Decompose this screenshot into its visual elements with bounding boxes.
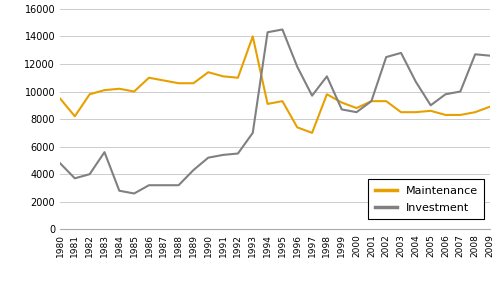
Investment <box>398 51 404 55</box>
Maintenance <box>264 102 270 106</box>
Investment <box>161 183 167 187</box>
Maintenance <box>161 79 167 82</box>
Maintenance <box>280 99 285 103</box>
Investment <box>176 183 182 187</box>
Investment <box>354 111 360 114</box>
Investment <box>413 80 419 83</box>
Maintenance <box>309 131 315 135</box>
Maintenance <box>354 106 360 110</box>
Maintenance <box>190 81 196 85</box>
Maintenance <box>220 75 226 78</box>
Maintenance <box>72 115 78 118</box>
Maintenance <box>472 111 478 114</box>
Line: Investment: Investment <box>60 29 490 193</box>
Investment <box>294 65 300 69</box>
Maintenance <box>324 93 330 96</box>
Investment <box>235 152 241 155</box>
Maintenance <box>294 126 300 129</box>
Maintenance <box>428 109 434 113</box>
Investment <box>146 183 152 187</box>
Maintenance <box>383 99 389 103</box>
Investment <box>368 99 374 103</box>
Maintenance <box>176 81 182 85</box>
Maintenance <box>338 101 344 104</box>
Investment <box>102 151 107 154</box>
Maintenance <box>398 111 404 114</box>
Investment <box>86 172 92 176</box>
Maintenance <box>235 76 241 79</box>
Maintenance <box>146 76 152 79</box>
Investment <box>72 177 78 180</box>
Investment <box>57 161 63 165</box>
Investment <box>324 75 330 78</box>
Investment <box>190 168 196 172</box>
Investment <box>220 153 226 157</box>
Maintenance <box>442 113 448 117</box>
Maintenance <box>487 105 493 108</box>
Investment <box>338 108 344 111</box>
Maintenance <box>368 99 374 103</box>
Maintenance <box>102 88 107 92</box>
Investment <box>383 55 389 59</box>
Maintenance <box>206 71 212 74</box>
Investment <box>428 103 434 107</box>
Investment <box>250 131 256 135</box>
Maintenance <box>116 87 122 91</box>
Investment <box>472 53 478 56</box>
Maintenance <box>131 90 137 93</box>
Investment <box>442 93 448 96</box>
Maintenance <box>57 97 63 100</box>
Investment <box>131 192 137 195</box>
Investment <box>116 189 122 193</box>
Investment <box>206 156 212 159</box>
Investment <box>309 94 315 97</box>
Legend: Maintenance, Investment: Maintenance, Investment <box>368 179 484 219</box>
Maintenance <box>86 93 92 96</box>
Investment <box>458 90 464 93</box>
Line: Maintenance: Maintenance <box>60 36 490 133</box>
Maintenance <box>458 113 464 117</box>
Maintenance <box>413 111 419 114</box>
Investment <box>264 31 270 34</box>
Investment <box>487 54 493 57</box>
Maintenance <box>250 35 256 38</box>
Investment <box>280 28 285 31</box>
